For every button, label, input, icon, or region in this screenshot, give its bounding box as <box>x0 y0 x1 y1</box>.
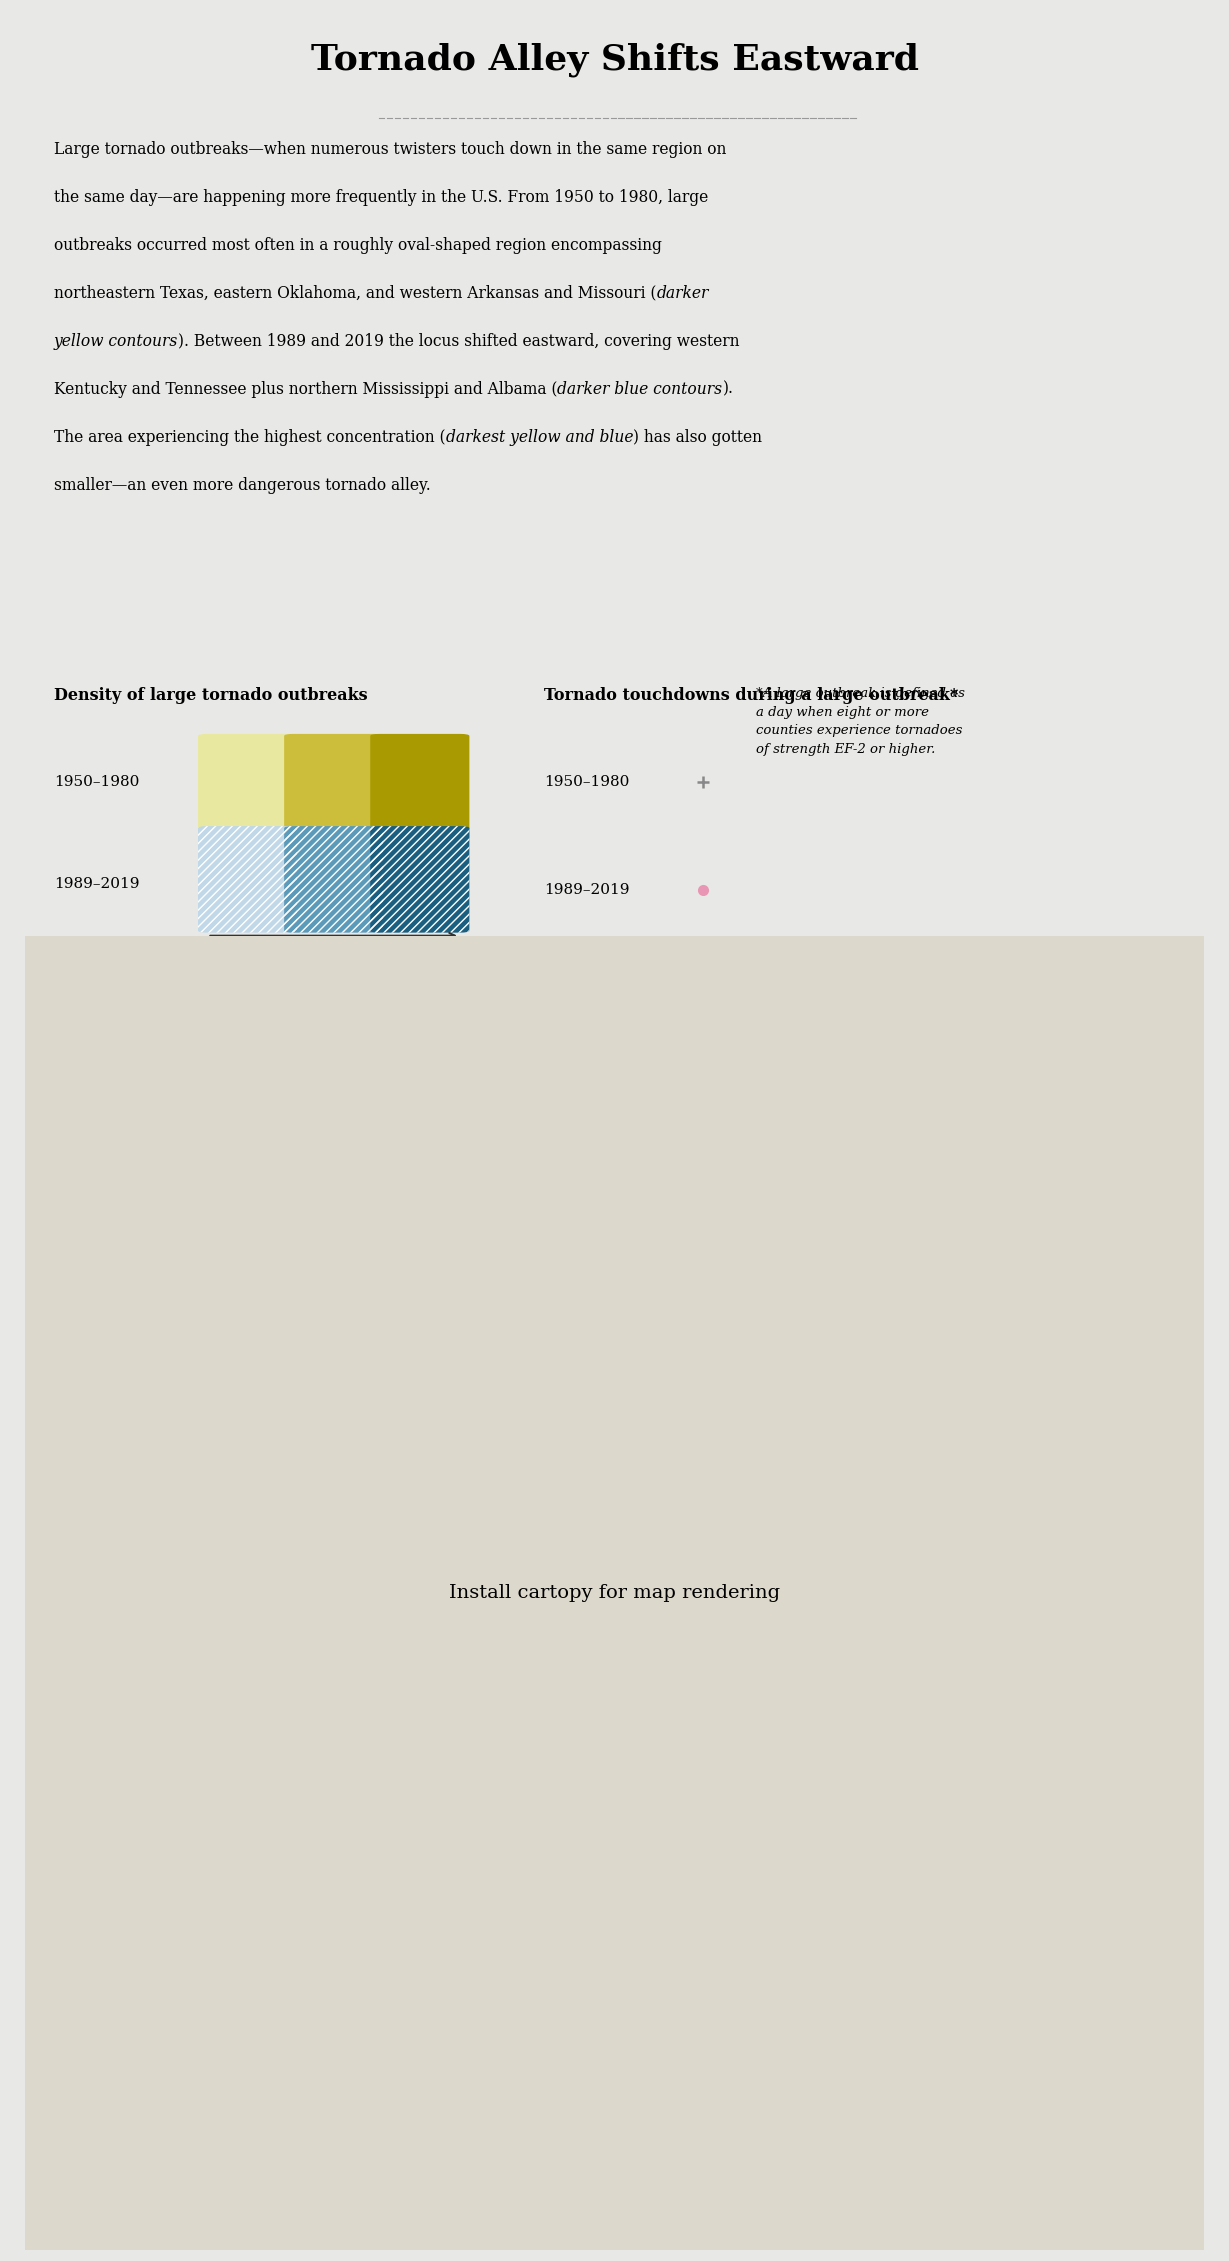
Text: northeastern Texas, eastern Oklahoma, and western Arkansas and Missouri (: northeastern Texas, eastern Oklahoma, an… <box>54 285 656 301</box>
Text: 1950–1980: 1950–1980 <box>543 776 629 789</box>
Text: The area experiencing the highest concentration (: The area experiencing the highest concen… <box>54 430 446 445</box>
Text: the same day—are happening more frequently in the U.S. From 1950 to 1980, large: the same day—are happening more frequent… <box>54 190 708 206</box>
Text: darker: darker <box>656 285 709 301</box>
Text: 1989–2019: 1989–2019 <box>54 877 140 891</box>
Text: yellow contours: yellow contours <box>54 332 178 350</box>
Text: Density of large tornado outbreaks: Density of large tornado outbreaks <box>54 687 367 703</box>
Text: Kentucky and Tennessee plus northern Mississippi and Albama (: Kentucky and Tennessee plus northern Mis… <box>54 380 558 398</box>
Text: High: High <box>428 950 460 961</box>
Text: Tornado touchdowns during a large outbreak*: Tornado touchdowns during a large outbre… <box>543 687 959 703</box>
Text: ). Between 1989 and 2019 the locus shifted eastward, covering western: ). Between 1989 and 2019 the locus shift… <box>178 332 740 350</box>
Text: ) has also gotten: ) has also gotten <box>633 430 762 445</box>
Text: outbreaks occurred most often in a roughly oval-shaped region encompassing: outbreaks occurred most often in a rough… <box>54 237 662 253</box>
Text: smaller—an even more dangerous tornado alley.: smaller—an even more dangerous tornado a… <box>54 477 431 493</box>
Text: 1989–2019: 1989–2019 <box>543 882 629 898</box>
FancyBboxPatch shape <box>284 825 383 932</box>
FancyBboxPatch shape <box>370 825 469 932</box>
Text: *A large outbreak is defined as
a day when eight or more
counties experience tor: *A large outbreak is defined as a day wh… <box>756 687 965 755</box>
FancyBboxPatch shape <box>198 825 297 932</box>
Text: darker blue contours: darker blue contours <box>558 380 723 398</box>
Text: Moderate: Moderate <box>208 950 273 961</box>
Text: Install cartopy for map rendering: Install cartopy for map rendering <box>449 1583 780 1601</box>
FancyBboxPatch shape <box>198 735 297 841</box>
FancyBboxPatch shape <box>370 735 469 841</box>
Text: Tornado Alley Shifts Eastward: Tornado Alley Shifts Eastward <box>311 43 918 77</box>
Text: Large tornado outbreaks—when numerous twisters touch down in the same region on: Large tornado outbreaks—when numerous tw… <box>54 140 726 158</box>
Text: ).: ). <box>723 380 734 398</box>
Text: 1950–1980: 1950–1980 <box>54 776 139 789</box>
Text: darkest yellow and blue: darkest yellow and blue <box>446 430 633 445</box>
FancyBboxPatch shape <box>284 735 383 841</box>
